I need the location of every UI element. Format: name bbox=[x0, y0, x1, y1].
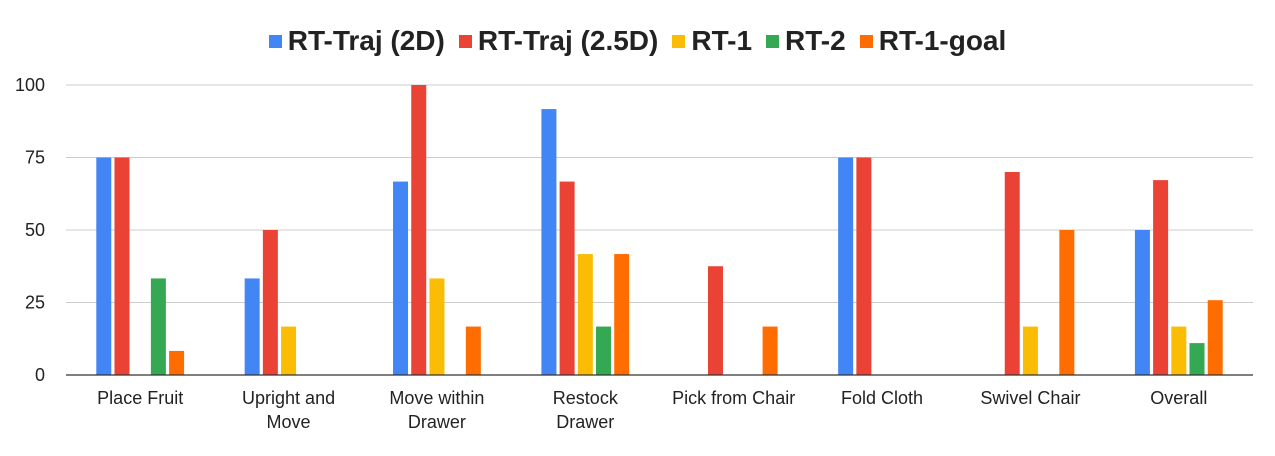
x-category-label: Move bbox=[267, 412, 311, 432]
x-category-label: Fold Cloth bbox=[841, 388, 923, 408]
legend-item: RT-1-goal bbox=[859, 25, 1007, 57]
bar bbox=[707, 266, 723, 375]
legend-swatch bbox=[672, 34, 686, 48]
bar bbox=[614, 254, 630, 375]
legend-item: RT-Traj (2D) bbox=[268, 25, 445, 57]
legend-label: RT-Traj (2.5D) bbox=[477, 25, 659, 56]
legend-swatch bbox=[859, 34, 873, 48]
bar bbox=[1171, 326, 1187, 375]
x-category-label: Move within bbox=[389, 388, 484, 408]
y-tick-label: 50 bbox=[25, 220, 45, 240]
bar bbox=[1207, 300, 1223, 375]
bar bbox=[838, 157, 854, 375]
x-category-label: Drawer bbox=[408, 412, 466, 432]
x-category-label: Overall bbox=[1150, 388, 1207, 408]
bar bbox=[114, 157, 130, 375]
legend-swatch bbox=[458, 34, 472, 48]
bar bbox=[393, 181, 409, 375]
bar bbox=[244, 278, 260, 375]
y-tick-label: 0 bbox=[35, 365, 45, 385]
chart-legend: RT-Traj (2D) RT-Traj (2.5D) RT-1 RT-2 RT-1-g… bbox=[0, 22, 1275, 60]
bar bbox=[281, 326, 297, 375]
bar bbox=[596, 326, 612, 375]
bar bbox=[1022, 326, 1038, 375]
bar bbox=[1189, 343, 1205, 375]
y-tick-label: 75 bbox=[25, 148, 45, 168]
x-category-label: Drawer bbox=[556, 412, 614, 432]
bar bbox=[856, 157, 872, 375]
bar bbox=[150, 278, 166, 375]
bar bbox=[1059, 230, 1075, 375]
legend-item: RT-Traj (2.5D) bbox=[458, 25, 659, 57]
legend-item: RT-1 bbox=[672, 25, 752, 57]
bar bbox=[262, 230, 278, 375]
bar bbox=[429, 278, 445, 375]
legend-label: RT-1 bbox=[691, 25, 753, 56]
x-category-label: Place Fruit bbox=[97, 388, 183, 408]
bar bbox=[541, 109, 557, 375]
legend-label: RT-2 bbox=[785, 25, 846, 56]
x-category-label: Restock bbox=[553, 388, 619, 408]
x-category-label: Swivel Chair bbox=[980, 388, 1080, 408]
bar bbox=[411, 85, 427, 375]
legend-label: RT-Traj (2D) bbox=[287, 25, 445, 56]
legend-swatch bbox=[766, 34, 780, 48]
bar bbox=[169, 350, 185, 375]
bar bbox=[559, 181, 575, 375]
legend-swatch bbox=[268, 34, 282, 48]
y-tick-label: 25 bbox=[25, 293, 45, 313]
legend-label: RT-1-goal bbox=[878, 25, 1007, 56]
bar bbox=[465, 326, 481, 375]
bar bbox=[1004, 172, 1020, 375]
legend-item: RT-2 bbox=[766, 25, 846, 57]
x-category-label: Pick from Chair bbox=[672, 388, 795, 408]
y-tick-label: 100 bbox=[15, 75, 45, 95]
bar bbox=[577, 254, 593, 375]
bar bbox=[1153, 180, 1169, 375]
bar bbox=[1134, 230, 1150, 375]
bar bbox=[96, 157, 112, 375]
x-category-label: Upright and bbox=[242, 388, 335, 408]
bar bbox=[762, 326, 778, 375]
